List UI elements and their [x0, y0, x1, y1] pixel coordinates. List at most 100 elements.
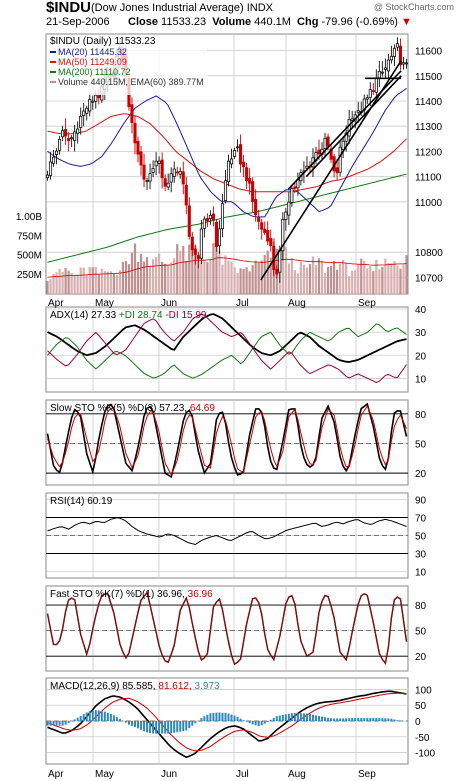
candle-body: [175, 171, 179, 174]
down-arrow-icon: ▼: [401, 16, 412, 28]
volume-bar: [372, 270, 375, 294]
volume-bar: [224, 255, 227, 294]
volume-bar: [390, 263, 393, 294]
candle-body: [401, 62, 406, 65]
volume-bar: [136, 261, 140, 294]
histogram-bar: [152, 721, 155, 734]
histogram-bar: [143, 721, 146, 732]
volume-bar: [64, 268, 67, 294]
legend-entry: MA(50) 11249.09: [58, 57, 127, 67]
copyright[interactable]: @ StockCharts.com: [373, 2, 454, 12]
candle-body: [281, 219, 285, 252]
candle-body: [245, 167, 249, 181]
volume-bar: [336, 269, 339, 294]
volume-bar: [236, 272, 239, 294]
volume-bar: [82, 267, 85, 294]
histogram-bar: [200, 718, 203, 721]
candle-body: [169, 173, 173, 183]
candle-body: [166, 182, 170, 188]
indicator-title-part: MACD(12,26,9) 85.585,: [50, 681, 156, 692]
price-tick-label: 10800: [415, 248, 443, 259]
histogram-bar: [67, 721, 70, 723]
candle-body: [205, 218, 209, 222]
histogram-bar: [61, 721, 64, 726]
indicator-title: Slow STO %K(5) %D(3) 57.23, 64.69: [50, 403, 215, 414]
indicator-title-part: Slow STO %K(5) %D(3) 57.23,: [50, 403, 187, 414]
indicator-title-part: 36.96: [185, 589, 213, 600]
histogram-bar: [64, 721, 67, 725]
volume-bar: [139, 253, 143, 294]
volume-bar: [305, 267, 309, 294]
volume-bar: [94, 266, 97, 294]
volume-bar: [185, 261, 188, 294]
histogram-bar: [384, 718, 387, 721]
histogram-bar: [308, 714, 311, 721]
volume-bar: [109, 271, 112, 294]
month-label: Jun: [161, 298, 177, 309]
volume-bar: [387, 263, 390, 294]
volume-bar: [215, 223, 218, 294]
volume-bar: [70, 273, 73, 294]
candle-body: [226, 160, 231, 183]
histogram-bar: [290, 713, 293, 721]
panel-frame: [45, 306, 409, 393]
histogram-bar: [55, 721, 58, 726]
histogram-bar: [85, 712, 88, 721]
volume-bar: [76, 274, 79, 294]
histogram-bar: [339, 718, 342, 721]
histogram-bar: [366, 718, 369, 721]
ticker-symbol[interactable]: $INDU: [46, 0, 92, 16]
candle-body: [172, 168, 176, 177]
histogram-bar: [263, 721, 266, 724]
legend-backdrop: [47, 35, 207, 95]
histogram-bar: [115, 717, 118, 721]
histogram-bar: [76, 717, 79, 721]
volume-bar: [73, 274, 76, 294]
indicator-tick-label: 30: [415, 328, 427, 339]
histogram-bar: [106, 712, 109, 721]
candle-body: [374, 77, 378, 93]
indicator-line: [46, 402, 408, 479]
histogram-bar: [124, 721, 127, 723]
trendline: [287, 70, 402, 190]
histogram-bar: [97, 710, 100, 721]
volume-bar: [342, 259, 345, 294]
candle-body: [317, 149, 321, 155]
candle-body: [341, 140, 345, 150]
histogram-bar: [227, 713, 230, 721]
histogram-bar: [305, 713, 308, 721]
histogram-bar: [269, 719, 272, 721]
quote-date: 21-Sep-2006: [46, 16, 110, 28]
candle-body: [70, 137, 74, 140]
volume-bar: [164, 263, 167, 294]
candle-body: [377, 71, 381, 79]
histogram-bar: [239, 718, 242, 721]
indicator-line: [47, 690, 407, 759]
volume-bar: [293, 270, 296, 294]
volume-bar: [402, 264, 405, 294]
histogram-bar: [251, 721, 254, 725]
histogram-bar: [191, 721, 194, 726]
histogram-bar: [314, 715, 317, 721]
volume-bar: [399, 268, 402, 294]
candle-body: [383, 67, 387, 70]
candle-body: [344, 132, 348, 142]
volume-bar: [369, 266, 372, 294]
histogram-bar: [324, 717, 327, 721]
volume-tick-label: 500M: [17, 251, 42, 262]
volume-bar: [151, 259, 155, 294]
histogram-bar: [52, 721, 55, 726]
volume-bar: [233, 267, 236, 294]
histogram-bar: [230, 714, 233, 721]
month-label: Aug: [288, 769, 306, 780]
candle-body: [290, 188, 294, 203]
volume-bar: [290, 258, 293, 294]
price-tick-label: 11400: [415, 97, 443, 108]
candle-body: [199, 228, 203, 259]
candle-body: [293, 186, 297, 189]
histogram-bar: [396, 720, 399, 721]
indicator-tick-label: -100: [415, 749, 435, 760]
volume-bar: [393, 261, 396, 294]
histogram-bar: [390, 718, 393, 721]
candle-body: [329, 148, 333, 160]
